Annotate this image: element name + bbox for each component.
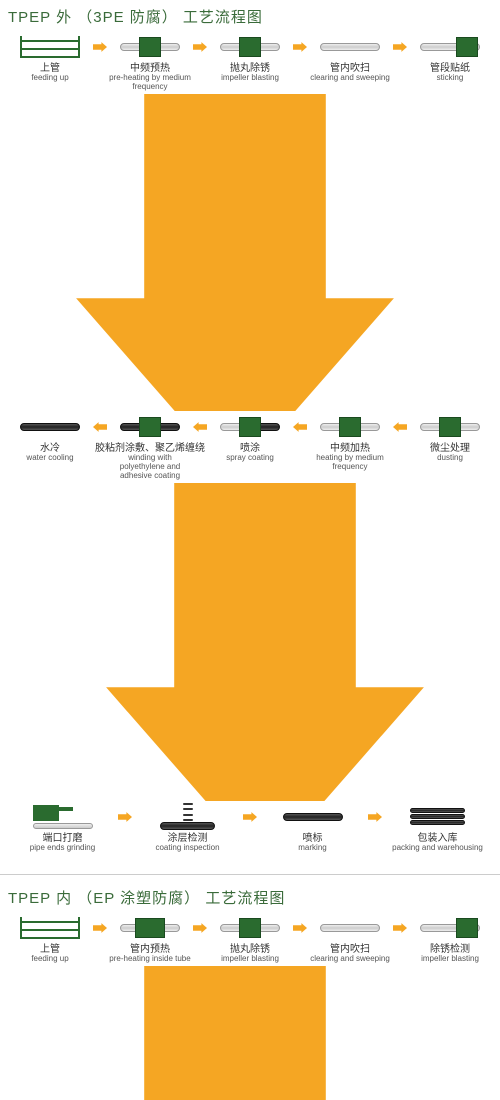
step-label-cn: 管内预热 — [130, 944, 170, 955]
step-icon — [15, 33, 85, 61]
process-row: 端口打磨 pipe ends grinding 涂层检测 coating ins… — [8, 803, 492, 853]
process-step: 除锈检测 impeller blasting — [408, 914, 492, 964]
arrow-down-icon — [8, 94, 492, 412]
process-step: 抛丸除锈 impeller blasting — [208, 33, 292, 83]
title-outer: TPEP 外 （3PE 防腐） 工艺流程图 — [8, 6, 492, 27]
arrow-icon — [392, 914, 408, 942]
process-step: 涂层检测 coating inspection — [133, 803, 242, 853]
step-icon — [315, 33, 385, 61]
step-icon — [415, 33, 485, 61]
step-label-en: dusting — [437, 454, 463, 463]
arrow-icon — [192, 33, 208, 61]
arrow-icon — [292, 914, 308, 942]
arrow-icon — [292, 33, 308, 61]
arrow-down-icon — [8, 483, 492, 801]
step-icon — [115, 413, 185, 441]
step-icon — [15, 413, 85, 441]
process-step: 包装入库 packing and warehousing — [383, 803, 492, 853]
process-step: 上管 feeding up — [8, 33, 92, 83]
arrow-icon — [92, 413, 108, 441]
step-label-cn: 管内吹扫 — [330, 944, 370, 955]
process-step: 管内吹扫 clearing and sweeping — [308, 914, 392, 964]
step-label-cn: 抛丸除锈 — [230, 944, 270, 955]
process-row: 水冷 water cooling 胶粘剂涂敷、聚乙烯缠绕 winding wit… — [8, 413, 492, 480]
step-label-en: marking — [298, 844, 326, 853]
step-label-cn: 涂层检测 — [168, 833, 208, 844]
step-icon — [28, 803, 98, 831]
step-label-en: impeller blasting — [421, 955, 479, 964]
process-step: 抛丸除锈 impeller blasting — [208, 914, 292, 964]
step-icon — [215, 413, 285, 441]
step-label-en: sticking — [437, 74, 464, 83]
process-step: 水冷 water cooling — [8, 413, 92, 463]
step-label-en: water cooling — [26, 454, 73, 463]
step-label-en: coating inspection — [155, 844, 219, 853]
step-label-en: clearing and sweeping — [310, 74, 390, 83]
diagram-inner: TPEP 内 （EP 涂塑防腐） 工艺流程图 上管 feeding up 管内预… — [0, 881, 500, 1100]
step-label-cn: 端口打磨 — [43, 833, 83, 844]
step-label-en: feeding up — [31, 955, 68, 964]
process-row: 上管 feeding up 中频预热 pre-heating by medium… — [8, 33, 492, 92]
step-label-cn: 包装入库 — [418, 833, 458, 844]
step-label-en: impeller blasting — [221, 74, 279, 83]
step-icon — [215, 33, 285, 61]
step-label-en: pre-heating inside tube — [109, 955, 190, 964]
step-icon — [415, 413, 485, 441]
process-step: 中频加热 heating by medium frequency — [308, 413, 392, 472]
step-label-cn: 喷标 — [303, 833, 323, 844]
arrow-icon — [392, 413, 408, 441]
process-step: 端口打磨 pipe ends grinding — [8, 803, 117, 853]
process-row: 上管 feeding up 管内预热 pre-heating inside tu… — [8, 914, 492, 964]
arrow-icon — [392, 33, 408, 61]
step-icon — [403, 803, 473, 831]
step-label-en: heating by medium frequency — [308, 454, 392, 472]
arrow-icon — [367, 803, 383, 831]
process-step: 管内预热 pre-heating inside tube — [108, 914, 192, 964]
arrow-icon — [92, 33, 108, 61]
step-icon — [278, 803, 348, 831]
step-label-en: feeding up — [31, 74, 68, 83]
rows-inner: 上管 feeding up 管内预热 pre-heating inside tu… — [8, 914, 492, 1100]
step-label-en: pre-heating by medium frequency — [108, 74, 192, 92]
step-label-cn: 上管 — [40, 944, 60, 955]
step-icon — [115, 33, 185, 61]
process-step: 喷涂 spray coating — [208, 413, 292, 463]
arrow-icon — [242, 803, 258, 831]
title-inner: TPEP 内 （EP 涂塑防腐） 工艺流程图 — [8, 887, 492, 908]
process-step: 微尘处理 dusting — [408, 413, 492, 463]
process-step: 喷标 marking — [258, 803, 367, 853]
rows-outer: 上管 feeding up 中频预热 pre-heating by medium… — [8, 33, 492, 852]
step-label-en: impeller blasting — [221, 955, 279, 964]
step-label-cn: 除锈检测 — [430, 944, 470, 955]
arrow-icon — [192, 914, 208, 942]
step-icon — [315, 413, 385, 441]
step-label-en: pipe ends grinding — [30, 844, 95, 853]
arrow-icon — [117, 803, 133, 831]
process-step: 上管 feeding up — [8, 914, 92, 964]
process-step: 管段贴纸 sticking — [408, 33, 492, 83]
arrow-icon — [192, 413, 208, 441]
step-icon — [153, 803, 223, 831]
step-icon — [415, 914, 485, 942]
diagram-outer: TPEP 外 （3PE 防腐） 工艺流程图 上管 feeding up 中频预热… — [0, 0, 500, 866]
step-icon — [115, 914, 185, 942]
arrow-icon — [292, 413, 308, 441]
step-label-en: packing and warehousing — [392, 844, 483, 853]
step-label-en: winding with polyethylene and adhesive c… — [108, 454, 192, 480]
arrow-down-icon — [8, 966, 492, 1100]
divider — [0, 874, 500, 875]
step-label-en: spray coating — [226, 454, 274, 463]
step-label-en: clearing and sweeping — [310, 955, 390, 964]
process-step: 管内吹扫 clearing and sweeping — [308, 33, 392, 83]
step-icon — [15, 914, 85, 942]
step-icon — [215, 914, 285, 942]
process-step: 胶粘剂涂敷、聚乙烯缠绕 winding with polyethylene an… — [108, 413, 192, 480]
arrow-icon — [92, 914, 108, 942]
step-icon — [315, 914, 385, 942]
process-step: 中频预热 pre-heating by medium frequency — [108, 33, 192, 92]
